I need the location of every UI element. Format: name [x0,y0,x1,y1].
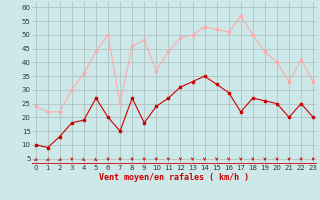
X-axis label: Vent moyen/en rafales ( km/h ): Vent moyen/en rafales ( km/h ) [100,173,249,182]
